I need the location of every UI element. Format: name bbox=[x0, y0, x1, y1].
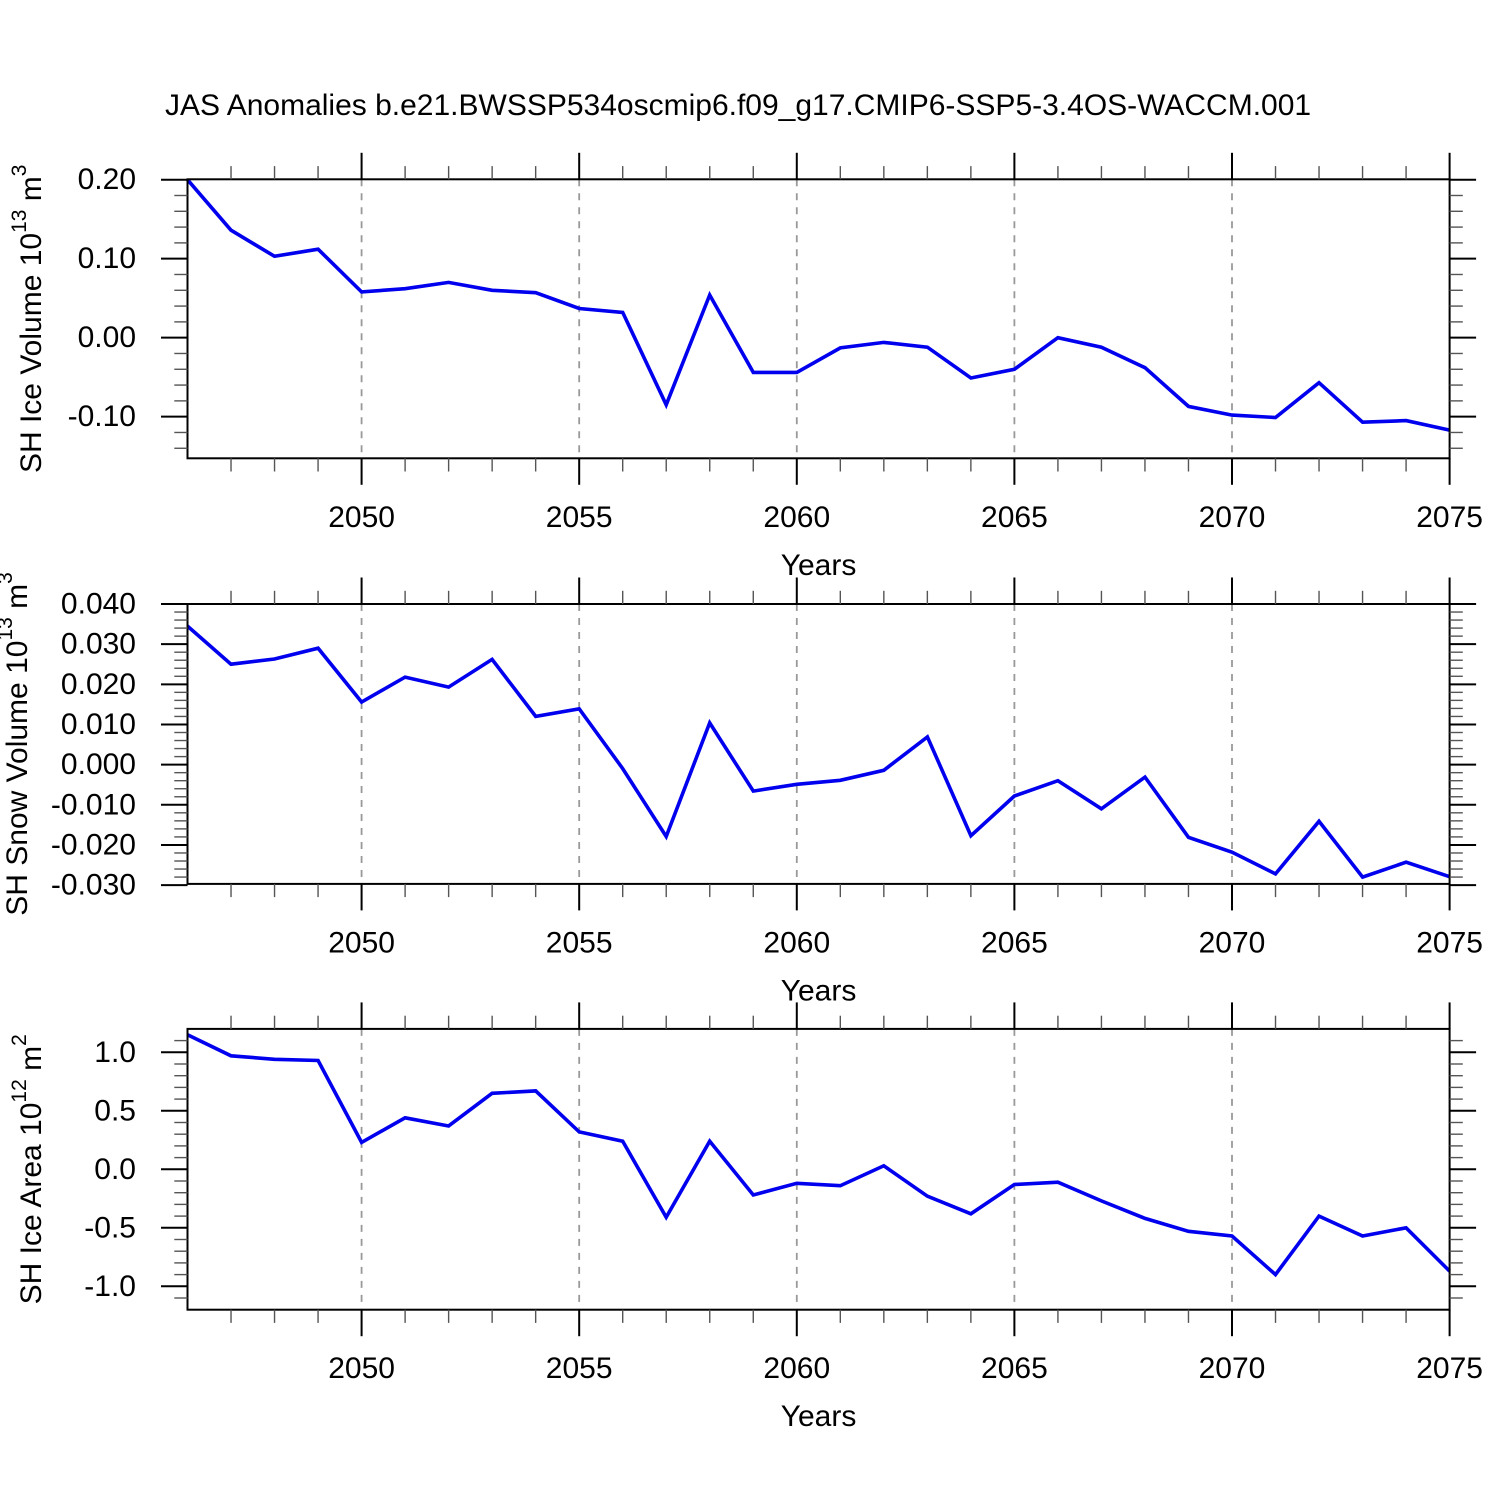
x-tick-label: 2050 bbox=[328, 501, 395, 534]
series-line bbox=[186, 1033, 1451, 1278]
x-tick-label: 2060 bbox=[763, 1352, 830, 1385]
x-tick-label: 2065 bbox=[981, 1352, 1048, 1385]
x-tick-label: 2065 bbox=[981, 926, 1048, 959]
y-tick-label: 0.20 bbox=[78, 163, 136, 196]
x-tick-label: 2065 bbox=[981, 501, 1048, 534]
series-line bbox=[186, 178, 1450, 432]
plot-frame bbox=[186, 1027, 1451, 1311]
plot-frame bbox=[186, 178, 1451, 460]
y-tick-label: 0.020 bbox=[61, 668, 136, 701]
y-tick-label: 0.10 bbox=[78, 242, 136, 275]
y-tick-label: 0.5 bbox=[94, 1094, 136, 1127]
x-tick-label: 2060 bbox=[763, 926, 830, 959]
x-axis-title: Years bbox=[781, 974, 857, 1007]
y-tick-label: -0.020 bbox=[51, 828, 136, 861]
x-tick-label: 2055 bbox=[546, 1352, 613, 1385]
y-tick-label: 0.040 bbox=[61, 588, 136, 621]
y-tick-label: -1.0 bbox=[84, 1270, 136, 1303]
y-tick-label: 0.0 bbox=[94, 1153, 136, 1186]
chart-title: JAS Anomalies b.e21.BWSSP534oscmip6.f09_… bbox=[165, 89, 1311, 122]
panel-sh-ice-area: 1.0 0.5 0.0 -0.5 -1.0 2050 2055 2060 2065 2070 207… bbox=[8, 1002, 1483, 1433]
x-axis-title: Years bbox=[781, 1400, 857, 1433]
y-tick-label: -0.10 bbox=[68, 400, 136, 433]
y-tick-label: -0.5 bbox=[84, 1211, 136, 1244]
x-tick-label: 2050 bbox=[328, 926, 395, 959]
x-tick-label: 2075 bbox=[1416, 926, 1483, 959]
x-tick-label: 2070 bbox=[1199, 501, 1266, 534]
x-axis-title: Years bbox=[781, 549, 857, 582]
y-tick-label: 0.000 bbox=[61, 748, 136, 781]
panel-sh-snow-volume: 0.040 0.030 0.020 0.010 0.000 -0.010 -0.020 -0.… bbox=[0, 572, 1483, 1007]
y-tick-label: -0.010 bbox=[51, 788, 136, 821]
y-tick-label: 1.0 bbox=[94, 1036, 136, 1069]
x-tick-label: 2060 bbox=[763, 501, 830, 534]
x-tick-label: 2070 bbox=[1199, 926, 1266, 959]
x-tick-label: 2070 bbox=[1199, 1352, 1266, 1385]
x-tick-label: 2075 bbox=[1416, 501, 1483, 534]
y-axis-title: SH Ice Volume 1013 m3 bbox=[8, 165, 48, 474]
y-tick-label: 0.030 bbox=[61, 628, 136, 661]
y-tick-label: 0.010 bbox=[61, 708, 136, 741]
series-line bbox=[186, 624, 1451, 880]
panel-sh-ice-volume: 0.20 0.10 0.00 -0.10 2050 2055 2060 2065 2070 207… bbox=[8, 152, 1483, 582]
x-tick-label: 2075 bbox=[1416, 1352, 1483, 1385]
y-axis-title: SH Ice Area 1012 m2 bbox=[8, 1034, 48, 1304]
plot-frame bbox=[186, 603, 1451, 885]
y-tick-label: -0.030 bbox=[51, 869, 136, 902]
x-tick-label: 2055 bbox=[546, 926, 613, 959]
x-tick-label: 2055 bbox=[546, 501, 613, 534]
y-tick-label: 0.00 bbox=[78, 321, 136, 354]
y-axis-title: SH Snow Volume 1013 m3 bbox=[0, 572, 34, 916]
panels-group: 0.20 0.10 0.00 -0.10 2050 2055 2060 2065 2070 207… bbox=[0, 152, 1483, 1433]
x-tick-label: 2050 bbox=[328, 1352, 395, 1385]
